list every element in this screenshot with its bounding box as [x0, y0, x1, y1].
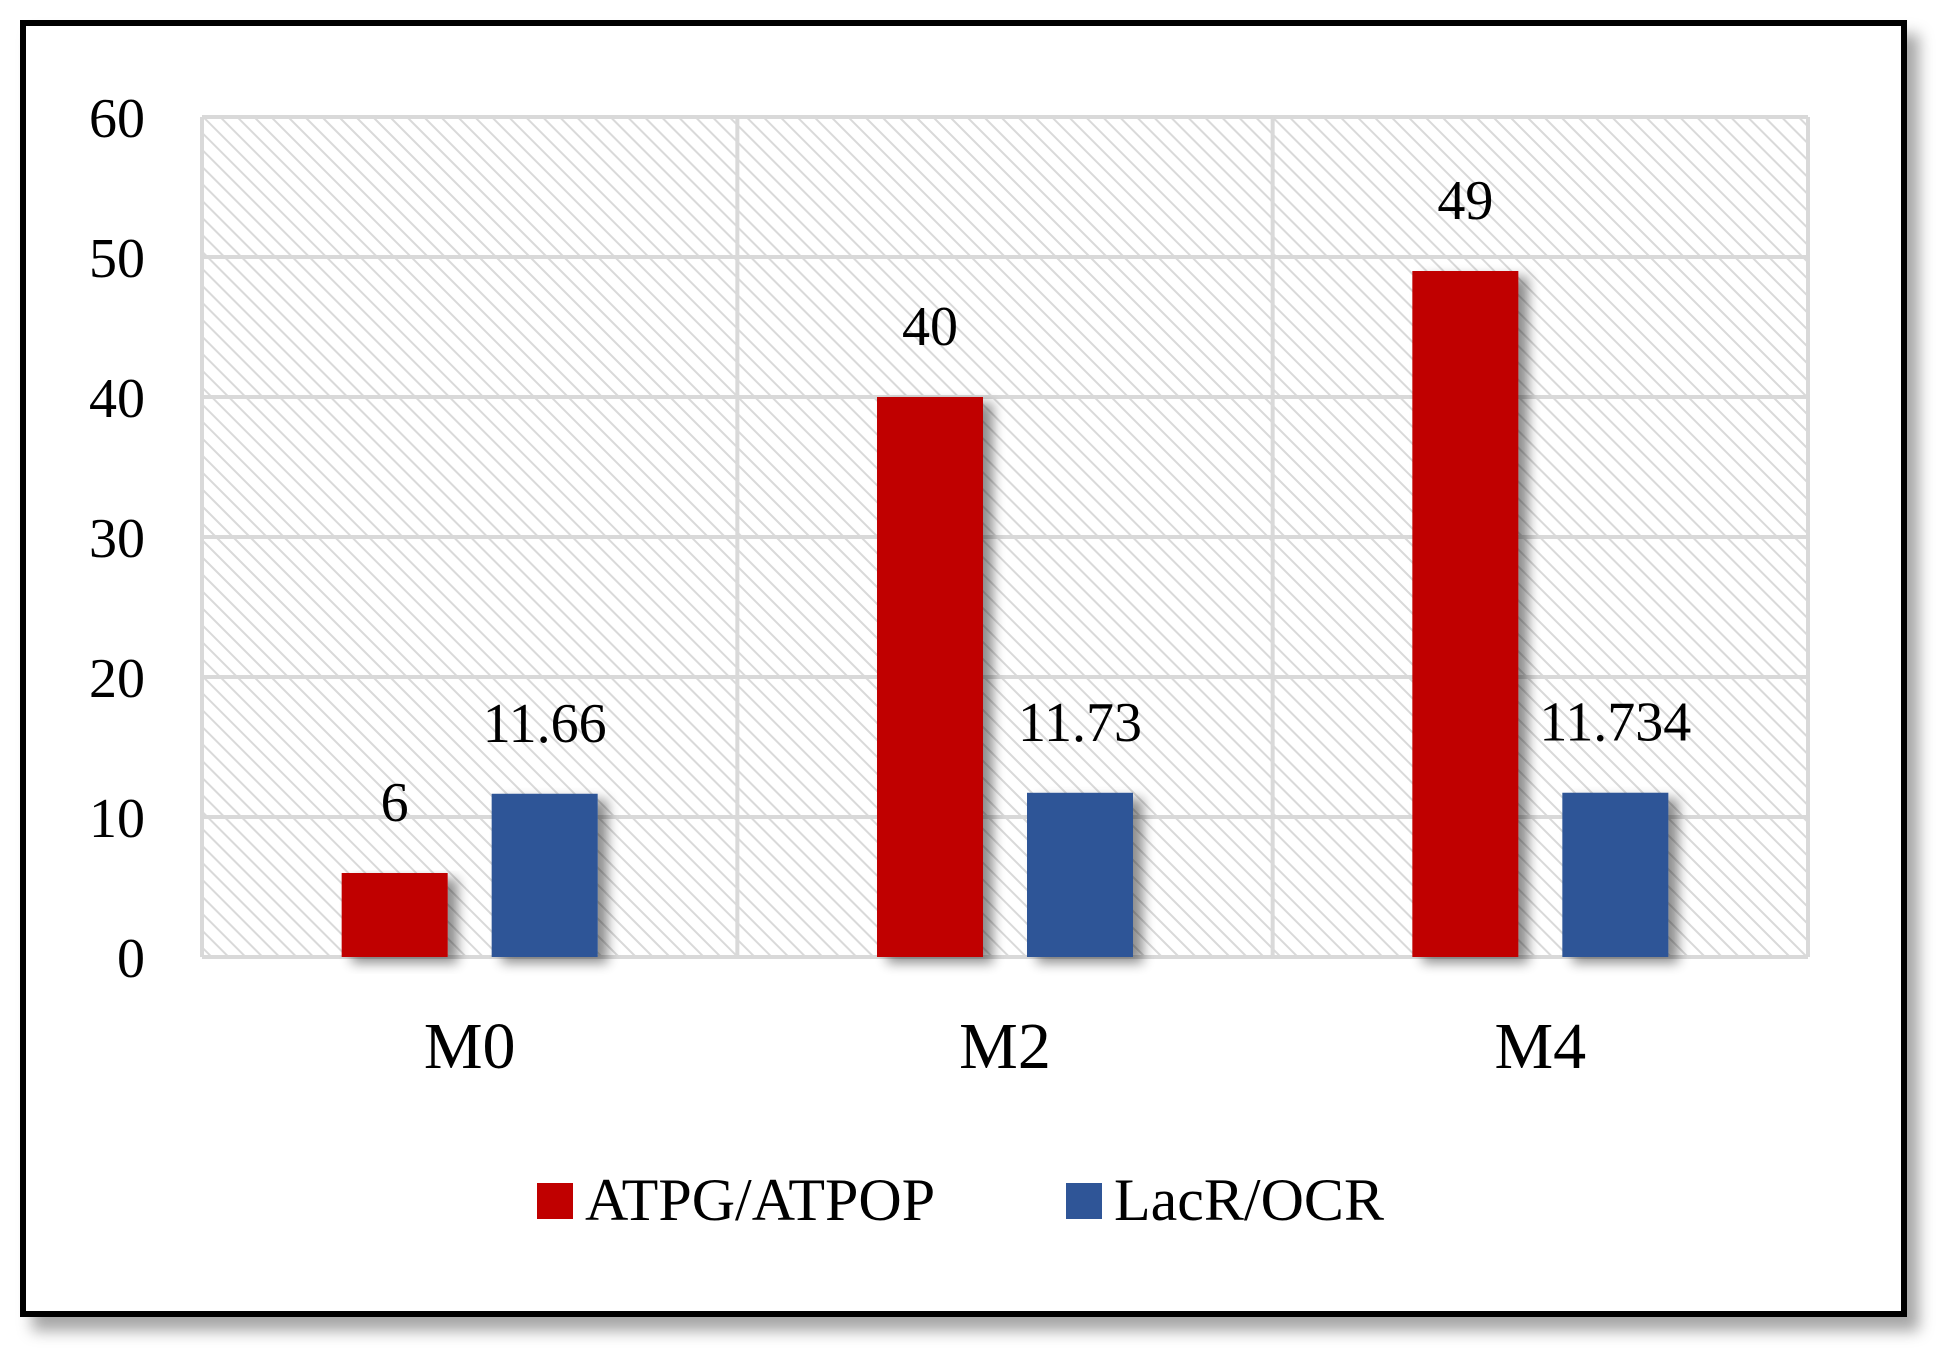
y-tick-label: 50 — [89, 228, 145, 290]
bar-M2-1 — [1027, 792, 1133, 957]
data-label: 11.734 — [1539, 692, 1691, 754]
y-tick-label: 10 — [89, 788, 145, 850]
data-labels: 6 11.66 40 11.73 49 11.734 — [381, 170, 1692, 834]
data-label: 6 — [381, 772, 409, 834]
bar-M2-0 — [877, 397, 983, 957]
legend-swatch — [537, 1183, 573, 1219]
x-category-label: M2 — [959, 1010, 1051, 1083]
gridlines — [200, 115, 1810, 959]
bar-M0-1 — [491, 793, 598, 957]
bar-M4-0 — [1412, 271, 1519, 957]
x-category-label: M0 — [424, 1010, 516, 1083]
legend: ATPG/ATPOP LacR/OCR — [537, 1167, 1384, 1233]
data-label: 49 — [1437, 170, 1493, 232]
y-tick-label: 20 — [89, 648, 145, 710]
legend-swatch — [1066, 1183, 1102, 1219]
data-label: 11.66 — [483, 693, 607, 755]
data-label: 11.73 — [1018, 692, 1142, 754]
bar-M4-1 — [1562, 792, 1669, 957]
y-axis-ticks: 0 10 20 30 40 50 60 — [89, 88, 145, 990]
legend-label: ATPG/ATPOP — [585, 1167, 935, 1233]
data-label: 40 — [902, 296, 958, 358]
bar-M0-0 — [341, 873, 448, 957]
x-category-label: M4 — [1494, 1010, 1586, 1083]
y-tick-label: 60 — [89, 88, 145, 150]
y-tick-label: 30 — [89, 508, 145, 570]
y-tick-label: 40 — [89, 368, 145, 430]
x-axis-labels: M0 M2 M4 — [424, 1010, 1586, 1083]
legend-label: LacR/OCR — [1114, 1167, 1384, 1233]
bars — [341, 271, 1669, 957]
y-tick-label: 0 — [117, 928, 145, 990]
